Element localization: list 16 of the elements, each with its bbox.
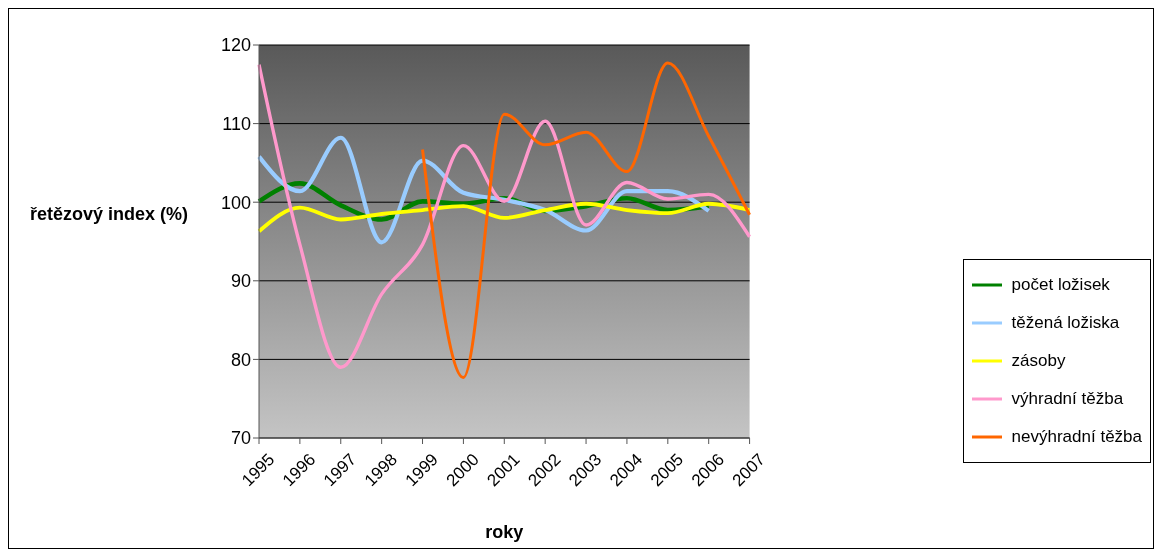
y-tick-label: 80: [230, 349, 251, 370]
legend-label: těžená ložiska: [1011, 313, 1120, 333]
legend-label: nevýhradní těžba: [1011, 427, 1142, 447]
y-axis-title: řetězový index (%): [28, 203, 189, 226]
y-tick-label: 90: [230, 271, 251, 292]
line-series: [257, 62, 752, 369]
y-tick-label: 70: [230, 428, 251, 449]
y-tick-label: 100: [220, 192, 251, 213]
line-series: [421, 61, 752, 379]
y-tick-label: 120: [220, 35, 251, 56]
x-axis-title: roky: [485, 522, 524, 542]
legend-label: počet ložisek: [1011, 275, 1110, 295]
line-series: [257, 201, 752, 234]
legend-label: zásoby: [1011, 351, 1066, 371]
y-tick-label: 110: [222, 113, 251, 134]
legend-label: výhradní těžba: [1011, 389, 1124, 409]
